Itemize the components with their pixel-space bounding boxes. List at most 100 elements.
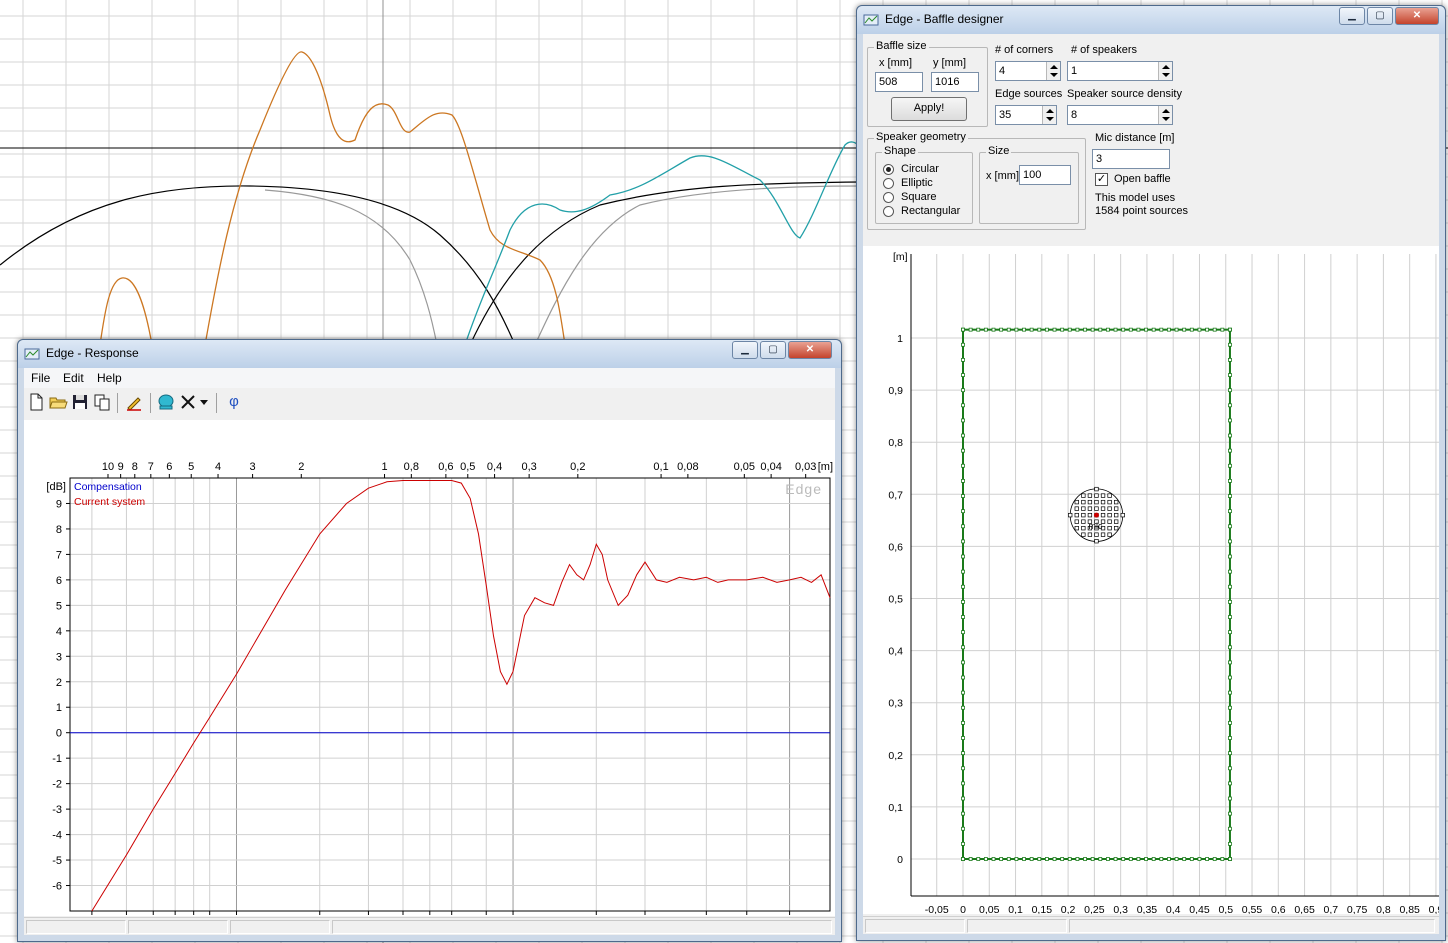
edge-source-point bbox=[1228, 524, 1232, 529]
series-current-system bbox=[91, 480, 831, 912]
shape-rectangular-radio[interactable] bbox=[883, 206, 894, 217]
baffle-y-field[interactable]: 1016 bbox=[931, 72, 979, 92]
top-axis-label: 2 bbox=[298, 461, 304, 473]
baffle-x-tick-label: 0,45 bbox=[1189, 904, 1210, 914]
corners-label: # of corners bbox=[995, 44, 1054, 56]
menu-file[interactable]: File bbox=[31, 371, 51, 385]
y-tick-label: 8 bbox=[56, 524, 62, 536]
apply-button[interactable]: Apply! bbox=[891, 97, 967, 121]
maximize-button[interactable]: ▢ bbox=[1367, 7, 1393, 25]
minimize-button[interactable]: ▁ bbox=[1339, 7, 1365, 25]
edge-source-point bbox=[1228, 675, 1232, 680]
edge-source-point bbox=[961, 569, 965, 574]
size-group: Size bbox=[979, 145, 1079, 224]
edge-source-point bbox=[1060, 327, 1065, 332]
corners-spinbox[interactable]: 4 bbox=[995, 61, 1061, 81]
baffle-window-title: Edge - Baffle designer bbox=[885, 12, 1004, 26]
menu-help[interactable]: Help bbox=[97, 371, 122, 385]
speaker-source-point bbox=[1107, 519, 1112, 524]
speaker-icon[interactable] bbox=[156, 392, 176, 412]
response-menubar: File Edit Help bbox=[24, 368, 835, 388]
edge-source-point bbox=[1098, 857, 1103, 861]
shape-circular-radio[interactable] bbox=[883, 164, 894, 175]
edge-source-point bbox=[1197, 857, 1202, 861]
speaker-density-spinbox[interactable]: 8 bbox=[1067, 105, 1173, 125]
speaker-source-point bbox=[1094, 493, 1099, 498]
speaker-source-point bbox=[1081, 532, 1086, 537]
speaker-source-point bbox=[1087, 512, 1093, 518]
edge-source-point bbox=[1228, 433, 1232, 438]
edge-source-point bbox=[961, 690, 965, 695]
baffle-outline bbox=[962, 328, 1231, 860]
edge-source-point bbox=[961, 388, 965, 393]
size-x-field[interactable]: 100 bbox=[1019, 165, 1071, 185]
edge-source-point bbox=[1113, 857, 1118, 861]
save-icon[interactable] bbox=[70, 392, 90, 412]
response-titlebar[interactable]: Edge - Response ▁ ▢ ✕ bbox=[18, 340, 841, 368]
speaker-source-point bbox=[1114, 526, 1119, 531]
phi-icon[interactable]: φ bbox=[229, 393, 239, 410]
edge-source-point bbox=[1151, 327, 1156, 332]
speaker-source-point bbox=[1068, 512, 1073, 518]
baffle-titlebar[interactable]: Edge - Baffle designer ▁ ▢ ✕ bbox=[857, 6, 1445, 34]
shape-circular-label[interactable]: Circular bbox=[901, 163, 939, 175]
close-button[interactable]: ✕ bbox=[788, 341, 832, 359]
new-file-icon[interactable] bbox=[26, 392, 46, 412]
copy-icon[interactable] bbox=[92, 392, 112, 412]
speaker-source-point bbox=[1100, 493, 1106, 498]
top-axis-label: 0,05 bbox=[734, 461, 755, 473]
edge-source-point bbox=[1014, 857, 1019, 861]
edge-source-point bbox=[961, 403, 965, 408]
speaker-density-label: Speaker source density bbox=[1067, 88, 1182, 100]
edge-source-point bbox=[1083, 857, 1087, 861]
edge-sources-spinbox[interactable]: 35 bbox=[995, 105, 1057, 125]
mic-distance-field[interactable]: 3 bbox=[1092, 149, 1170, 169]
edge-source-point bbox=[961, 857, 965, 861]
edge-source-point bbox=[1090, 327, 1095, 332]
edge-source-point bbox=[961, 751, 965, 756]
edge-source-point bbox=[961, 841, 965, 846]
shape-square-radio[interactable] bbox=[883, 192, 894, 203]
shape-square-label[interactable]: Square bbox=[901, 191, 937, 203]
baffle-y-tick-label: 0,2 bbox=[888, 750, 903, 762]
speaker-geometry-group: Speaker geometry bbox=[867, 131, 1086, 230]
edge-source-point bbox=[1006, 327, 1011, 332]
edge-source-point bbox=[1128, 327, 1133, 332]
edge-source-point bbox=[1144, 857, 1148, 861]
top-axis-label: 0,8 bbox=[404, 461, 419, 473]
pencil-icon[interactable] bbox=[124, 392, 144, 412]
edge-source-point bbox=[1113, 327, 1118, 332]
close-button[interactable]: ✕ bbox=[1395, 7, 1439, 25]
response-plot: 3040506070801002003004005006008001000200… bbox=[24, 420, 835, 916]
edge-source-point bbox=[1075, 857, 1080, 861]
dropdown-arrow-icon[interactable] bbox=[198, 392, 210, 412]
shape-elliptic-label[interactable]: Elliptic bbox=[901, 177, 933, 189]
edge-source-point bbox=[1067, 857, 1072, 861]
speaker-source-point bbox=[1107, 526, 1112, 531]
bg-highpass-curve bbox=[469, 181, 861, 346]
open-baffle-label[interactable]: Open baffle bbox=[1114, 173, 1171, 185]
open-folder-icon[interactable] bbox=[48, 392, 68, 412]
edge-watermark: Edge bbox=[785, 481, 822, 497]
open-baffle-checkbox[interactable]: ✓ bbox=[1095, 173, 1108, 186]
shape-rectangular-label[interactable]: Rectangular bbox=[901, 205, 961, 217]
shape-elliptic-radio[interactable] bbox=[883, 178, 894, 189]
baffle-x-field[interactable]: 508 bbox=[875, 72, 923, 92]
minimize-button[interactable]: ▁ bbox=[732, 341, 758, 359]
top-axis-label: 0,03 bbox=[795, 461, 816, 473]
edge-source-point bbox=[1182, 857, 1187, 861]
edge-source-point bbox=[999, 857, 1004, 861]
edge-source-point bbox=[1052, 857, 1057, 861]
maximize-button[interactable]: ▢ bbox=[760, 341, 786, 359]
baffle-y-tick-label: 0,3 bbox=[888, 698, 903, 710]
delete-x-icon[interactable] bbox=[178, 392, 198, 412]
edge-source-point bbox=[1228, 569, 1232, 574]
edge-source-point bbox=[1228, 615, 1232, 619]
menu-edit[interactable]: Edit bbox=[63, 371, 84, 385]
speaker-geometry-label: Speaker geometry bbox=[874, 131, 968, 143]
edge-source-point bbox=[1052, 327, 1057, 332]
speakers-spinbox[interactable]: 1 bbox=[1067, 61, 1173, 81]
baffle-x-tick-label: -0,05 bbox=[925, 904, 949, 914]
edge-source-point bbox=[1189, 327, 1194, 332]
baffle-x-tick-label: 0,35 bbox=[1137, 904, 1158, 914]
